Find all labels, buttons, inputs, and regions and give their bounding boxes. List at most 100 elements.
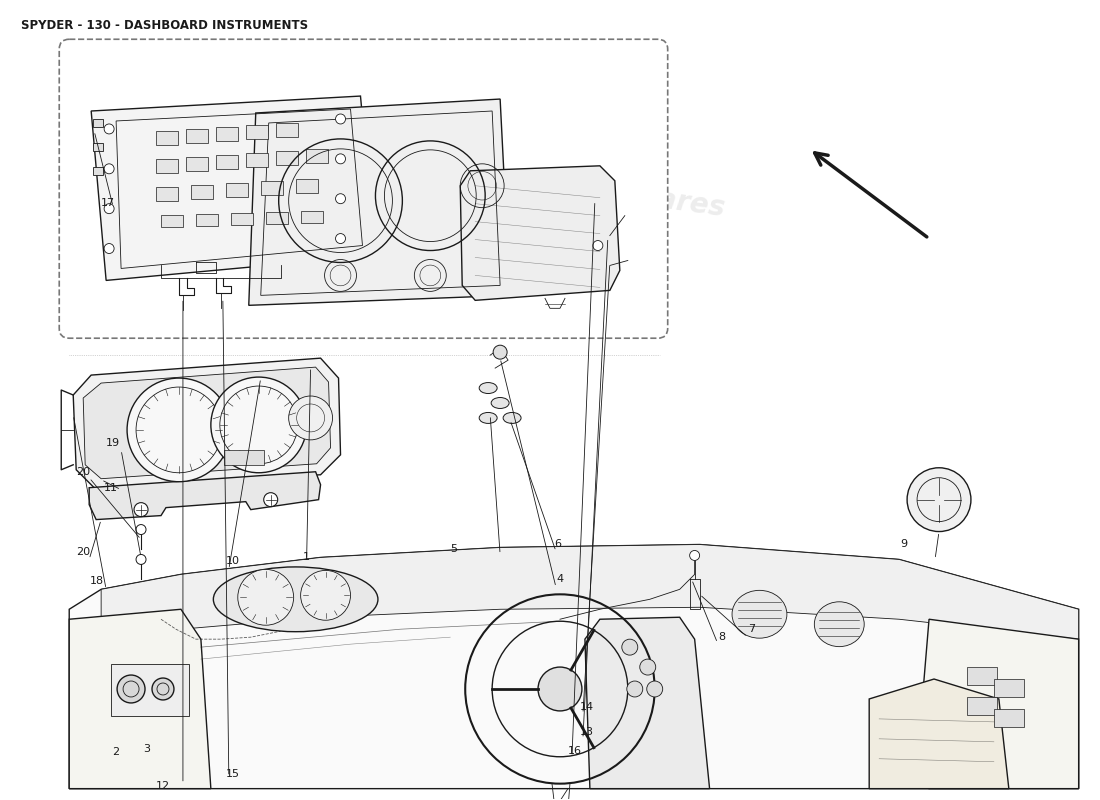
Text: 11: 11 <box>104 482 118 493</box>
Circle shape <box>621 639 638 655</box>
Circle shape <box>908 468 971 531</box>
Polygon shape <box>89 472 320 519</box>
Circle shape <box>640 659 656 675</box>
Bar <box>300 210 322 222</box>
Circle shape <box>538 667 582 711</box>
Text: 15: 15 <box>226 769 240 778</box>
Ellipse shape <box>503 413 521 423</box>
Bar <box>216 127 238 141</box>
Text: 17: 17 <box>101 198 116 208</box>
Bar <box>94 167 103 174</box>
Ellipse shape <box>814 602 865 646</box>
Circle shape <box>104 124 114 134</box>
Ellipse shape <box>480 413 497 423</box>
Bar <box>191 185 213 198</box>
Polygon shape <box>920 619 1079 789</box>
Text: eurospares: eurospares <box>549 170 727 222</box>
Circle shape <box>104 164 114 174</box>
Text: 6: 6 <box>554 539 561 550</box>
Text: 8: 8 <box>718 632 725 642</box>
Bar <box>266 212 288 224</box>
Circle shape <box>117 675 145 703</box>
Circle shape <box>136 554 146 565</box>
Circle shape <box>104 243 114 254</box>
Circle shape <box>288 396 332 440</box>
FancyBboxPatch shape <box>59 39 668 338</box>
Polygon shape <box>84 367 331 478</box>
Circle shape <box>627 681 642 697</box>
Bar <box>226 182 248 197</box>
Bar <box>156 131 178 145</box>
Text: 16: 16 <box>568 746 582 756</box>
Circle shape <box>264 493 277 506</box>
Bar <box>276 123 298 137</box>
Bar <box>245 153 267 167</box>
Text: eurospares: eurospares <box>242 170 419 222</box>
Circle shape <box>238 570 294 626</box>
Ellipse shape <box>732 590 786 638</box>
Bar <box>186 129 208 143</box>
Circle shape <box>104 204 114 214</box>
Polygon shape <box>585 618 710 789</box>
Text: 3: 3 <box>143 744 151 754</box>
Bar <box>156 159 178 173</box>
Text: 5: 5 <box>450 545 456 554</box>
Text: 7: 7 <box>748 624 755 634</box>
Circle shape <box>336 234 345 243</box>
Bar <box>94 143 103 151</box>
Ellipse shape <box>213 567 378 632</box>
Polygon shape <box>69 545 1079 789</box>
Bar <box>245 125 267 139</box>
Circle shape <box>134 502 148 517</box>
Bar <box>967 697 997 715</box>
Polygon shape <box>101 545 1079 647</box>
Text: 13: 13 <box>580 727 594 737</box>
Circle shape <box>152 678 174 700</box>
Bar <box>186 157 208 170</box>
Text: 14: 14 <box>580 702 594 712</box>
Circle shape <box>493 345 507 359</box>
Circle shape <box>128 378 231 482</box>
Bar <box>967 667 997 685</box>
Text: 19: 19 <box>106 438 120 448</box>
Bar <box>161 214 183 226</box>
Text: 20: 20 <box>76 547 90 558</box>
Bar <box>111 664 189 716</box>
Text: eurospares: eurospares <box>648 558 825 610</box>
Ellipse shape <box>491 398 509 409</box>
Text: 12: 12 <box>156 781 170 790</box>
Circle shape <box>647 681 662 697</box>
Bar <box>231 213 253 225</box>
Text: 10: 10 <box>226 557 240 566</box>
Polygon shape <box>74 358 341 490</box>
Bar <box>276 151 298 165</box>
Polygon shape <box>249 99 510 306</box>
Circle shape <box>211 377 307 473</box>
Polygon shape <box>69 610 211 789</box>
Circle shape <box>336 114 345 124</box>
Circle shape <box>593 241 603 250</box>
Ellipse shape <box>480 382 497 394</box>
Bar <box>216 155 238 169</box>
Text: eurospares: eurospares <box>242 558 419 610</box>
Bar <box>306 149 328 163</box>
Bar <box>156 186 178 201</box>
Circle shape <box>136 525 146 534</box>
Bar <box>196 214 218 226</box>
Text: SPYDER - 130 - DASHBOARD INSTRUMENTS: SPYDER - 130 - DASHBOARD INSTRUMENTS <box>21 19 308 32</box>
Text: 9: 9 <box>901 539 908 550</box>
Text: 20: 20 <box>76 466 90 477</box>
Text: 4: 4 <box>557 574 563 584</box>
Circle shape <box>336 194 345 204</box>
Text: 18: 18 <box>90 576 104 586</box>
Bar <box>296 178 318 193</box>
Bar <box>94 119 103 127</box>
Polygon shape <box>460 166 619 300</box>
Bar <box>223 450 264 465</box>
Bar <box>261 181 283 194</box>
Circle shape <box>690 550 700 561</box>
Text: 1: 1 <box>304 553 310 562</box>
Polygon shape <box>91 96 375 281</box>
Bar <box>994 709 1024 727</box>
Circle shape <box>336 154 345 164</box>
